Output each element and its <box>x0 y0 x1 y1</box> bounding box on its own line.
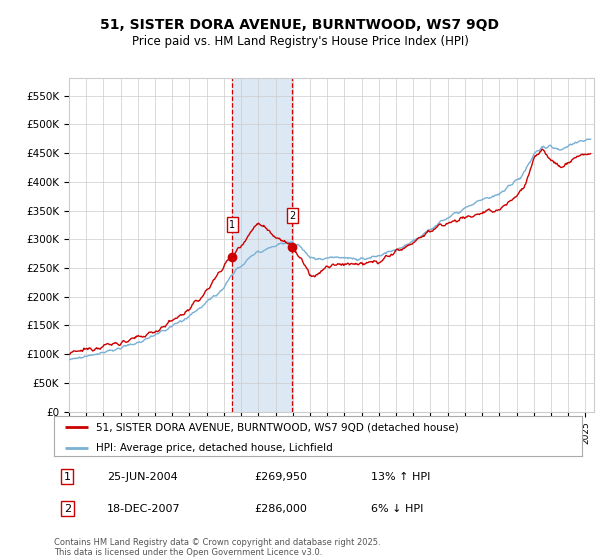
Text: 18-DEC-2007: 18-DEC-2007 <box>107 503 181 514</box>
Text: £286,000: £286,000 <box>254 503 308 514</box>
Text: 51, SISTER DORA AVENUE, BURNTWOOD, WS7 9QD: 51, SISTER DORA AVENUE, BURNTWOOD, WS7 9… <box>101 18 499 32</box>
Text: £269,950: £269,950 <box>254 472 308 482</box>
Text: 25-JUN-2004: 25-JUN-2004 <box>107 472 178 482</box>
Text: 2: 2 <box>64 503 71 514</box>
Text: Contains HM Land Registry data © Crown copyright and database right 2025.
This d: Contains HM Land Registry data © Crown c… <box>54 538 380 557</box>
Bar <box>232 78 292 412</box>
Text: 2: 2 <box>289 211 295 221</box>
Text: 13% ↑ HPI: 13% ↑ HPI <box>371 472 430 482</box>
Text: 6% ↓ HPI: 6% ↓ HPI <box>371 503 423 514</box>
Text: 1: 1 <box>229 220 235 230</box>
Text: HPI: Average price, detached house, Lichfield: HPI: Average price, detached house, Lich… <box>96 442 333 452</box>
Text: 51, SISTER DORA AVENUE, BURNTWOOD, WS7 9QD (detached house): 51, SISTER DORA AVENUE, BURNTWOOD, WS7 9… <box>96 422 459 432</box>
Text: 1: 1 <box>64 472 71 482</box>
Text: Price paid vs. HM Land Registry's House Price Index (HPI): Price paid vs. HM Land Registry's House … <box>131 35 469 48</box>
